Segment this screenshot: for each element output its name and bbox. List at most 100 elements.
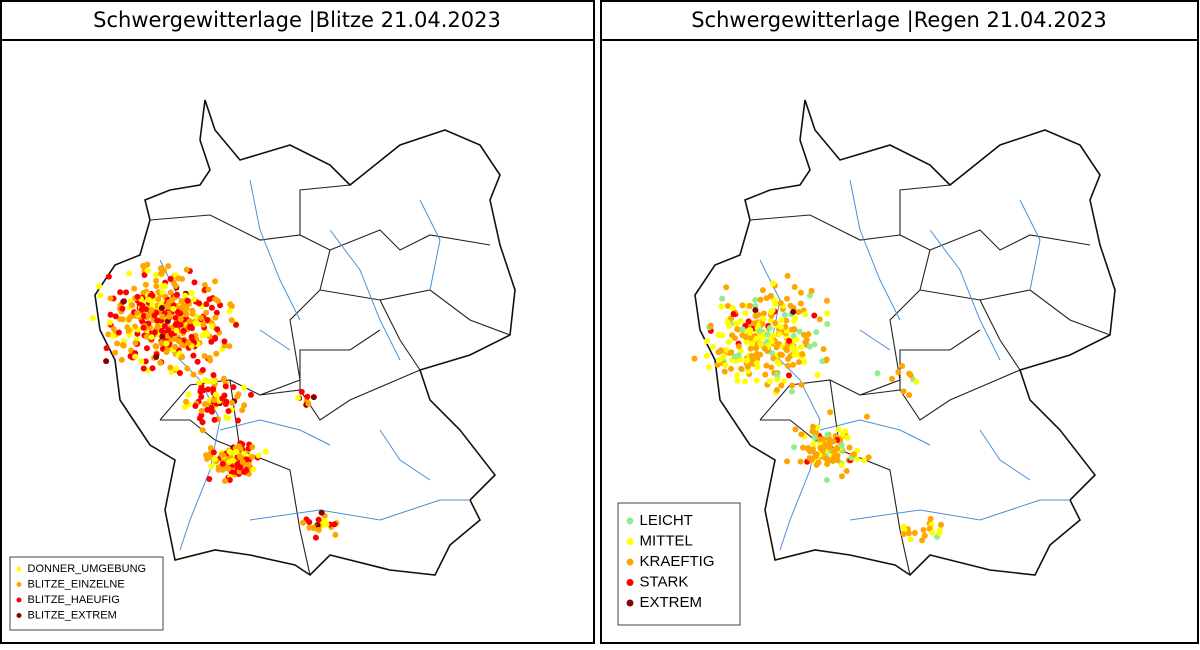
observation-dot <box>778 324 785 331</box>
observation-dot <box>222 478 229 485</box>
observation-dot <box>791 444 798 451</box>
observation-dot <box>777 299 784 306</box>
observation-dot <box>159 289 166 296</box>
observation-dot <box>907 536 914 543</box>
observation-dot <box>158 339 165 346</box>
observation-dot <box>766 324 773 331</box>
observation-dot <box>226 477 233 484</box>
observation-dot <box>797 300 804 307</box>
observation-dot <box>112 349 119 356</box>
observation-dot <box>214 297 221 304</box>
observation-dot <box>729 332 736 339</box>
observation-dot <box>703 338 710 345</box>
observation-dot <box>816 316 823 323</box>
observation-dot <box>774 358 781 365</box>
observation-dot <box>766 378 773 385</box>
observation-dot <box>811 434 818 441</box>
observation-dot <box>750 320 757 327</box>
observation-dot <box>125 327 132 334</box>
observation-dot <box>744 357 751 364</box>
observation-dot <box>175 275 182 282</box>
observation-dot <box>728 365 735 372</box>
observation-dot <box>243 467 250 474</box>
observation-dot <box>300 519 307 526</box>
observation-dot <box>839 431 846 438</box>
observation-dot <box>780 378 787 385</box>
observation-dot <box>230 384 237 391</box>
observation-dot <box>773 371 780 378</box>
observation-dot <box>781 311 788 318</box>
observation-dot <box>151 329 158 336</box>
observation-dot <box>204 455 211 462</box>
observation-dot <box>123 289 130 296</box>
observation-dot <box>771 297 778 304</box>
observation-dot <box>734 326 741 333</box>
observation-dot <box>921 532 928 539</box>
observation-dot <box>789 382 796 389</box>
observation-dot <box>188 333 195 340</box>
observation-dot <box>159 283 166 290</box>
observation-dot <box>784 458 791 465</box>
observation-dot <box>178 298 185 305</box>
observation-dot <box>132 340 139 347</box>
observation-dot <box>107 295 114 302</box>
observation-dot <box>208 323 215 330</box>
observation-dot <box>241 402 248 409</box>
panel: Schwergewitterlage |Regen 21.04.2023 LEI… <box>600 0 1199 644</box>
legend-marker <box>16 597 22 603</box>
observation-dot <box>726 338 733 345</box>
observation-dot <box>165 303 172 310</box>
observation-dot <box>210 372 217 379</box>
legend-marker <box>16 566 22 572</box>
observation-dot <box>198 314 205 321</box>
observation-dot <box>789 344 796 351</box>
observation-dot <box>321 518 328 525</box>
observation-dot <box>212 391 219 398</box>
observation-dot <box>744 368 751 375</box>
observation-dot <box>250 466 257 473</box>
legend-box <box>9 556 164 631</box>
observation-dot <box>813 329 820 336</box>
observation-dot <box>919 537 926 544</box>
observation-dot <box>863 413 870 420</box>
observation-dot <box>782 323 789 330</box>
observation-dot <box>331 521 338 528</box>
observation-dot <box>158 305 165 312</box>
panel-border <box>600 0 1199 644</box>
observation-dot <box>143 306 150 313</box>
observation-dot <box>262 448 269 455</box>
observation-dot <box>148 334 155 341</box>
observation-dot <box>214 326 221 333</box>
observation-dot <box>158 270 165 277</box>
observation-dot <box>174 291 181 298</box>
observation-dot <box>239 459 246 466</box>
observation-dot <box>249 453 256 460</box>
observation-dot <box>230 457 237 464</box>
legend-label: BLITZE_EXTREM <box>28 609 117 621</box>
panel-title: Schwergewitterlage |Regen 21.04.2023 <box>691 8 1107 33</box>
observation-dot <box>153 277 160 284</box>
panel-title: Schwergewitterlage |Blitze 21.04.2023 <box>93 8 501 33</box>
observation-dot <box>255 452 262 459</box>
observation-dot <box>724 302 731 309</box>
observation-dot <box>171 335 178 342</box>
observation-dot <box>792 426 799 433</box>
observation-dot <box>810 446 817 453</box>
observation-dot <box>824 310 831 317</box>
observation-dot <box>96 283 103 290</box>
observation-dot <box>827 409 834 416</box>
observation-dot <box>753 345 760 352</box>
observation-dot <box>739 302 746 309</box>
observation-dot <box>865 454 872 461</box>
observation-dot <box>811 312 818 319</box>
observation-dot <box>730 311 737 318</box>
observation-dot <box>203 301 210 308</box>
observation-dot <box>183 266 190 273</box>
observation-dot <box>225 465 232 472</box>
observation-dot <box>97 292 104 299</box>
observation-dot <box>805 331 812 338</box>
observation-dot <box>785 356 792 363</box>
observation-dot <box>140 312 147 319</box>
observation-dot <box>105 273 112 280</box>
observation-dot <box>734 377 741 384</box>
